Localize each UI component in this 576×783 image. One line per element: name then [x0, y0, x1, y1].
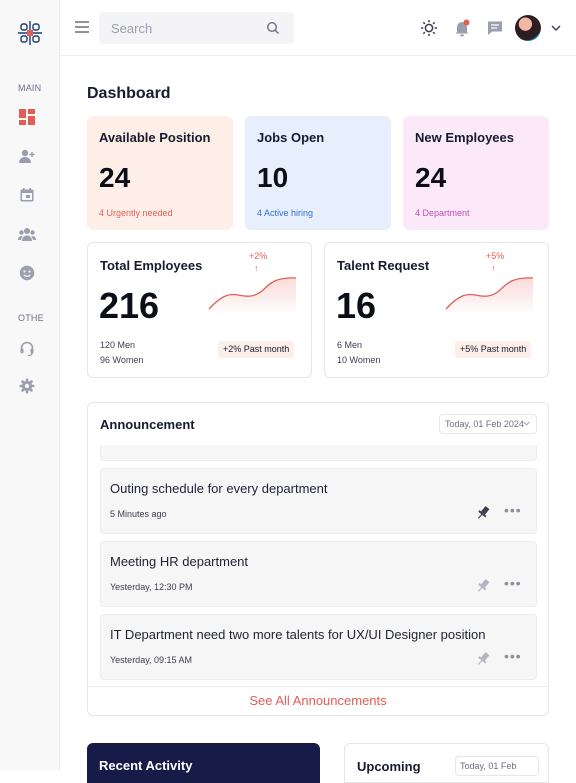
announcement-item[interactable]: Outing schedule for every department 5 M…	[100, 468, 537, 534]
talent-request-card[interactable]: Talent Request 16 6 Men 10 Women +5% ↑ +…	[324, 242, 549, 378]
theme-toggle-button[interactable]	[419, 18, 439, 38]
divider	[88, 686, 548, 687]
stat-card-new-employees[interactable]: New Employees 24 4 Department	[403, 116, 549, 230]
sidebar-item-department[interactable]	[18, 264, 36, 282]
menu-icon[interactable]	[74, 20, 90, 34]
women-count: 96 Women	[100, 355, 144, 365]
announcement-item-title: Outing schedule for every department	[110, 481, 328, 496]
pin-icon[interactable]	[475, 578, 491, 594]
pin-icon[interactable]	[475, 651, 491, 667]
trend-sparkline	[445, 277, 534, 315]
see-all-announcements-link[interactable]: See All Announcements	[249, 693, 387, 708]
chevron-down-icon	[523, 421, 530, 426]
women-count: 10 Women	[337, 355, 381, 365]
stat-card-subtext: 4 Urgently needed	[99, 208, 173, 218]
announcement-item[interactable]: Meeting HR department Yesterday, 12:30 P…	[100, 541, 537, 607]
stat-card-title: Available Position	[99, 130, 211, 145]
growth-percent: +2%	[249, 251, 268, 261]
stat-card-title: Jobs Open	[257, 130, 325, 145]
dashboard-icon	[19, 109, 35, 125]
arrow-up-icon: ↑	[254, 263, 259, 273]
announcement-panel: Announcement Today, 01 Feb 2024 Outing s…	[87, 402, 549, 716]
men-count: 6 Men	[337, 340, 363, 350]
user-add-icon	[19, 149, 35, 163]
announcement-date-select[interactable]: Today, 01 Feb 2024	[439, 414, 537, 434]
past-month-badge: +2% Past month	[218, 341, 295, 358]
total-employees-title: Total Employees	[100, 258, 203, 273]
announcement-item-time: Yesterday, 09:15 AM	[110, 655, 193, 665]
announcement-item-title: Meeting HR department	[110, 554, 249, 569]
search-box	[99, 12, 294, 44]
bell-icon	[455, 19, 470, 37]
upcoming-title: Upcoming	[357, 759, 421, 774]
stat-card-jobs-open[interactable]: Jobs Open 10 4 Active hiring	[245, 116, 391, 230]
notifications-button[interactable]	[452, 18, 472, 38]
logo-icon[interactable]	[17, 20, 43, 46]
talent-request-value: 16	[336, 285, 377, 326]
stat-card-title: New Employees	[415, 130, 514, 145]
upcoming-date-select[interactable]: Today, 01 Feb	[455, 756, 539, 776]
team-icon	[18, 228, 36, 241]
sun-icon	[421, 20, 437, 36]
stat-card-subtext: 4 Department	[415, 208, 470, 218]
past-month-badge: +5% Past month	[455, 341, 532, 358]
growth-percent: +5%	[486, 251, 505, 261]
sidebar-item-employees[interactable]	[18, 225, 36, 243]
announcement-date-value: Today, 01 Feb 2024	[445, 419, 524, 429]
men-count: 120 Men	[100, 340, 136, 350]
stat-card-available-position[interactable]: Available Position 24 4 Urgently needed	[87, 116, 233, 230]
sidebar-item-schedule[interactable]	[18, 186, 36, 204]
announcement-item-time: 5 Minutes ago	[110, 509, 167, 519]
gear-icon	[19, 378, 35, 394]
search-input[interactable]	[111, 12, 261, 44]
search-icon[interactable]	[266, 21, 280, 35]
topbar	[60, 0, 576, 56]
more-options-icon[interactable]: •••	[504, 502, 522, 518]
total-employees-value: 216	[99, 285, 160, 326]
recent-activity-card: Recent Activity	[87, 743, 320, 783]
sidebar: MAIN	[0, 0, 60, 770]
more-options-icon[interactable]: •••	[504, 575, 522, 591]
sidebar-section-main: MAIN	[18, 83, 42, 93]
announcement-list-item-partial	[100, 445, 537, 461]
stat-card-subtext: 4 Active hiring	[257, 208, 314, 218]
avatar[interactable]	[515, 15, 541, 41]
stat-card-value: 10	[257, 162, 289, 193]
announcement-title: Announcement	[100, 417, 195, 432]
stat-card-value: 24	[415, 162, 447, 193]
page-title: Dashboard	[87, 85, 171, 102]
sidebar-item-dashboard[interactable]	[18, 108, 36, 126]
sidebar-item-support[interactable]	[18, 339, 36, 357]
chevron-down-icon[interactable]	[550, 22, 562, 34]
total-employees-card[interactable]: Total Employees 216 120 Men 96 Women +2%…	[87, 242, 312, 378]
announcement-item-time: Yesterday, 12:30 PM	[110, 582, 193, 592]
arrow-up-icon: ↑	[491, 263, 496, 273]
recent-activity-title: Recent Activity	[99, 758, 193, 773]
more-options-icon[interactable]: •••	[504, 648, 522, 664]
upcoming-card: Upcoming Today, 01 Feb	[344, 743, 549, 783]
smile-icon	[19, 265, 35, 281]
stat-card-value: 24	[99, 162, 131, 193]
trend-sparkline	[208, 277, 297, 315]
announcement-item-title: IT Department need two more talents for …	[110, 627, 486, 642]
messages-button[interactable]	[485, 18, 505, 38]
talent-request-title: Talent Request	[337, 258, 430, 273]
calendar-icon	[20, 188, 34, 202]
chat-icon	[488, 21, 502, 35]
sidebar-item-settings[interactable]	[18, 377, 36, 395]
headset-icon	[20, 341, 34, 356]
announcement-item[interactable]: IT Department need two more talents for …	[100, 614, 537, 680]
sidebar-item-recruitment[interactable]	[18, 147, 36, 165]
sidebar-section-other: OTHE	[18, 313, 44, 323]
pin-icon[interactable]	[475, 505, 491, 521]
